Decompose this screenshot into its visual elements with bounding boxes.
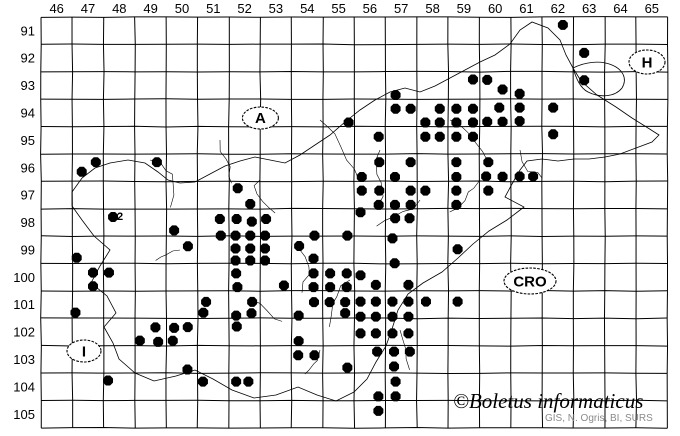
svg-text:62: 62 xyxy=(551,1,565,16)
svg-text:92: 92 xyxy=(21,51,35,66)
svg-text:96: 96 xyxy=(21,160,35,175)
svg-text:104: 104 xyxy=(13,379,35,394)
svg-text:52: 52 xyxy=(237,1,251,16)
svg-text:©Boletus informaticus: ©Boletus informaticus xyxy=(453,389,643,413)
svg-text:102: 102 xyxy=(13,325,35,340)
svg-text:93: 93 xyxy=(21,78,35,93)
svg-text:61: 61 xyxy=(519,1,533,16)
svg-text:99: 99 xyxy=(21,242,35,257)
svg-text:58: 58 xyxy=(425,1,439,16)
svg-text:95: 95 xyxy=(21,133,35,148)
svg-text:91: 91 xyxy=(21,23,35,38)
svg-text:CRO: CRO xyxy=(513,274,547,291)
svg-text:65: 65 xyxy=(645,1,659,16)
svg-text:53: 53 xyxy=(269,1,283,16)
svg-text:60: 60 xyxy=(488,1,502,16)
svg-text:94: 94 xyxy=(21,106,35,121)
svg-text:98: 98 xyxy=(21,215,35,230)
svg-text:100: 100 xyxy=(13,270,35,285)
svg-text:59: 59 xyxy=(457,1,471,16)
svg-text:57: 57 xyxy=(394,1,408,16)
svg-text:103: 103 xyxy=(13,352,35,367)
svg-text:A: A xyxy=(255,110,266,127)
svg-text:63: 63 xyxy=(582,1,596,16)
svg-text:2: 2 xyxy=(117,211,123,223)
svg-text:I: I xyxy=(82,344,86,361)
svg-text:56: 56 xyxy=(363,1,377,16)
svg-text:46: 46 xyxy=(49,1,63,16)
svg-text:55: 55 xyxy=(331,1,345,16)
svg-text:50: 50 xyxy=(175,1,189,16)
svg-text:49: 49 xyxy=(143,1,157,16)
svg-text:64: 64 xyxy=(613,1,627,16)
svg-text:48: 48 xyxy=(112,1,126,16)
svg-text:GIS, N. Ogris, BI, SURS: GIS, N. Ogris, BI, SURS xyxy=(545,413,653,424)
svg-text:54: 54 xyxy=(300,1,314,16)
svg-text:47: 47 xyxy=(81,1,95,16)
svg-text:101: 101 xyxy=(13,297,35,312)
svg-text:105: 105 xyxy=(13,407,35,422)
svg-text:H: H xyxy=(642,55,653,72)
svg-text:51: 51 xyxy=(206,1,220,16)
svg-text:97: 97 xyxy=(21,188,35,203)
